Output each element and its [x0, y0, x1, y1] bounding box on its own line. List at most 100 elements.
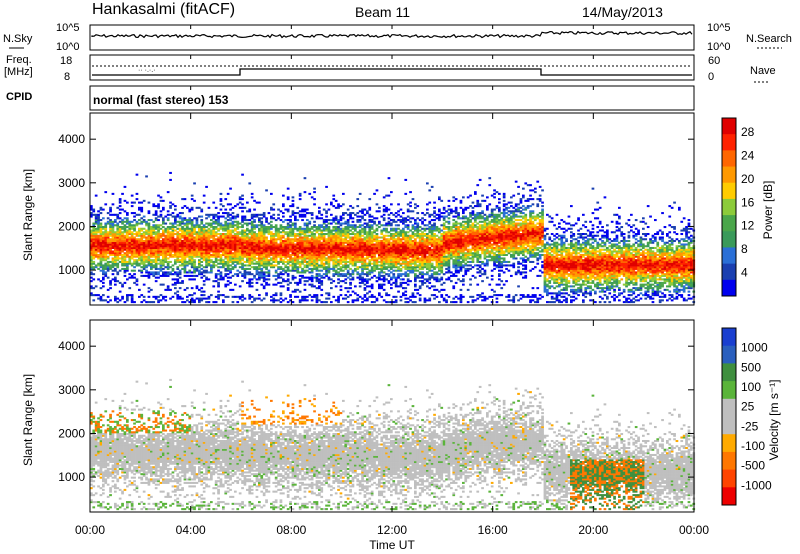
- power-cell: [284, 269, 288, 272]
- power-cell: [142, 219, 146, 222]
- power-cell: [114, 260, 117, 263]
- power-cell: [351, 290, 355, 293]
- power-cell: [236, 274, 240, 277]
- power-cell: [164, 257, 168, 260]
- power-cell: [186, 255, 189, 258]
- power-cell: [226, 219, 230, 222]
- power-cell: [277, 273, 280, 276]
- power-cell: [219, 271, 223, 274]
- power-cell: [262, 255, 266, 258]
- power-cell: [272, 246, 276, 250]
- power-cell: [322, 301, 326, 304]
- power-cell: [174, 226, 177, 229]
- power-cell: [366, 231, 369, 234]
- power-cell: [272, 266, 276, 269]
- power-cell: [274, 243, 278, 246]
- power-cell: [111, 229, 115, 232]
- power-cell: [162, 252, 165, 255]
- power-cell: [253, 234, 256, 237]
- power-cell: [390, 234, 393, 237]
- power-cell: [301, 250, 304, 253]
- power-cell: [150, 255, 153, 258]
- power-cell: [226, 266, 230, 269]
- power-cell: [334, 227, 338, 230]
- power-cell: [433, 297, 436, 300]
- power-cell: [320, 281, 324, 284]
- power-cell: [159, 234, 163, 237]
- power-cell: [224, 248, 228, 251]
- power-cell: [265, 294, 268, 297]
- power-cell: [418, 239, 422, 243]
- power-cell: [387, 248, 391, 251]
- power-cell: [270, 206, 273, 209]
- power-cell: [147, 273, 151, 276]
- power-cell: [250, 217, 254, 220]
- power-cell: [231, 246, 235, 250]
- power-cell: [188, 294, 192, 297]
- power-cell: [399, 252, 403, 255]
- power-cell: [214, 243, 218, 246]
- power-cell: [236, 215, 240, 218]
- power-cell: [414, 253, 417, 256]
- power-cell: [166, 210, 170, 213]
- power-cell: [200, 234, 204, 237]
- power-cell: [339, 267, 343, 270]
- power-cell: [222, 215, 225, 218]
- power-cell: [109, 222, 112, 225]
- power-cell: [219, 250, 223, 253]
- power-cell: [298, 281, 302, 284]
- power-cell: [246, 281, 249, 284]
- power-cell: [205, 253, 208, 256]
- power-cell: [349, 241, 352, 244]
- power-cell: [229, 271, 232, 274]
- power-cell: [241, 266, 244, 269]
- power-cell: [133, 212, 136, 215]
- power-cell: [154, 212, 158, 215]
- power-cell: [399, 248, 403, 251]
- power-cell: [138, 234, 141, 237]
- power-cell: [248, 248, 252, 251]
- power-cell: [229, 243, 232, 246]
- power-cell: [238, 239, 242, 243]
- power-cell: [421, 222, 424, 225]
- power-cell: [279, 276, 283, 279]
- power-cell: [301, 229, 304, 232]
- power-cell: [423, 224, 427, 227]
- power-cell: [181, 280, 184, 283]
- power-cell: [234, 295, 237, 298]
- power-cell: [349, 260, 352, 263]
- power-cell: [289, 255, 292, 258]
- power-cell: [159, 264, 163, 267]
- power-cell: [205, 248, 208, 251]
- power-cell: [186, 253, 189, 256]
- power-cell: [390, 250, 393, 253]
- power-cell: [126, 260, 129, 263]
- power-cell: [178, 233, 182, 236]
- power-cell: [370, 215, 374, 218]
- power-cell: [121, 227, 124, 230]
- power-cell: [394, 278, 398, 281]
- power-cell: [298, 192, 302, 195]
- power-cell: [284, 246, 288, 250]
- power-cell: [243, 267, 247, 270]
- power-cell: [94, 231, 98, 234]
- power-cell: [356, 271, 360, 274]
- power-cell: [97, 248, 100, 251]
- power-cell: [111, 224, 115, 227]
- power-cell: [397, 236, 400, 239]
- power-cell: [114, 238, 117, 241]
- power-cell: [409, 264, 412, 267]
- power-cell: [394, 269, 398, 272]
- power-cell: [373, 274, 376, 277]
- power-cell: [380, 295, 384, 298]
- power-cell: [361, 281, 364, 284]
- power-cell: [181, 260, 184, 263]
- power-cell: [402, 260, 405, 263]
- power-cell: [390, 236, 393, 239]
- power-cell: [385, 245, 388, 248]
- power-cell: [219, 278, 223, 281]
- power-cell: [90, 287, 93, 290]
- power-cell: [260, 234, 264, 237]
- power-cell: [111, 273, 115, 276]
- power-cell: [426, 273, 429, 276]
